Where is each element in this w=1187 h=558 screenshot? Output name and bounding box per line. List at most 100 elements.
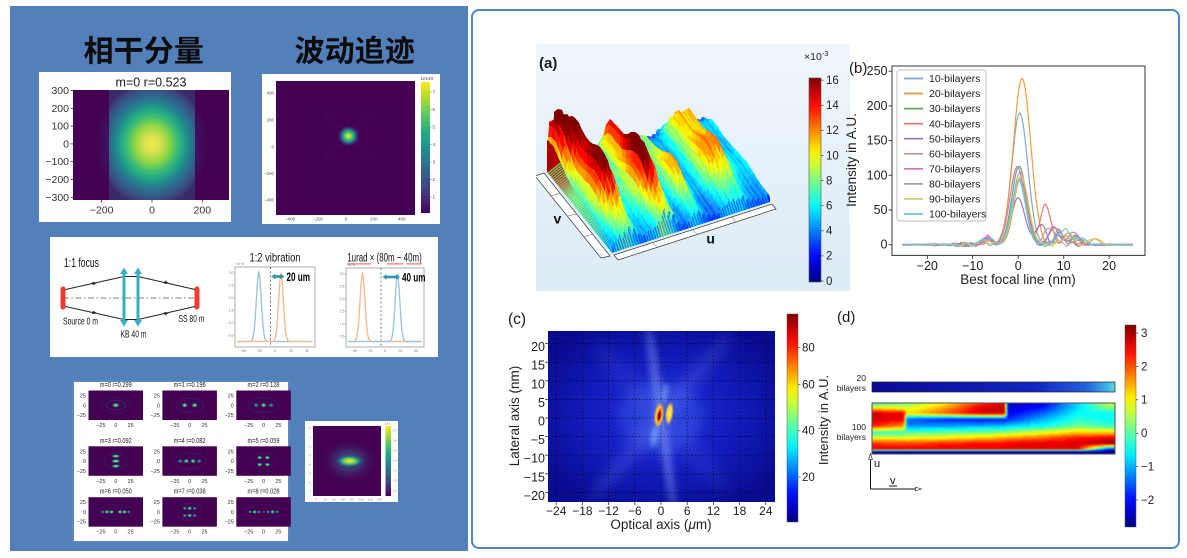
svg-text:100-bilayers: 100-bilayers <box>929 209 986 221</box>
svg-text:-2: -2 <box>308 445 311 449</box>
svg-text:−25: −25 <box>96 479 105 485</box>
svg-text:Lateral axis (nm): Lateral axis (nm) <box>507 366 522 467</box>
svg-text:-5: -5 <box>308 472 311 476</box>
svg-text:15: 15 <box>531 359 545 373</box>
svg-text:140: 140 <box>376 498 381 502</box>
svg-text:−25: −25 <box>224 520 233 526</box>
svg-text:24: 24 <box>759 504 773 518</box>
svg-text:18: 18 <box>733 504 747 518</box>
svg-text:40: 40 <box>414 349 418 353</box>
svg-text:0: 0 <box>231 510 234 516</box>
svg-text:Intensity in A.U.: Intensity in A.U. <box>816 375 831 465</box>
svg-text:-4: -4 <box>308 463 311 467</box>
svg-text:80: 80 <box>350 498 354 502</box>
svg-text:0: 0 <box>262 423 265 429</box>
svg-text:2.0: 2.0 <box>340 297 345 301</box>
svg-text:5: 5 <box>433 125 436 130</box>
svg-text:0: 0 <box>538 415 545 429</box>
svg-text:−20: −20 <box>524 489 545 503</box>
svg-text:10: 10 <box>826 150 839 162</box>
svg-text:25: 25 <box>275 423 281 429</box>
svg-text:25: 25 <box>275 479 281 485</box>
svg-text:−300: −300 <box>45 192 69 204</box>
svg-text:25: 25 <box>201 423 207 429</box>
svg-text:0: 0 <box>231 459 234 465</box>
svg-text:−200: −200 <box>313 217 324 222</box>
svg-text:0: 0 <box>157 510 160 516</box>
svg-text:10: 10 <box>1057 259 1071 273</box>
svg-text:0: 0 <box>345 217 348 222</box>
svg-text:1e140: 1e140 <box>421 76 434 81</box>
svg-text:−20: −20 <box>367 349 373 353</box>
svg-text:1.0: 1.0 <box>340 322 345 326</box>
svg-text:25: 25 <box>80 449 86 455</box>
svg-text:200: 200 <box>51 103 69 115</box>
svg-text:25: 25 <box>128 423 134 429</box>
svg-text:−20: −20 <box>256 349 262 353</box>
svg-text:0.5: 0.5 <box>229 334 234 338</box>
svg-text:0: 0 <box>881 238 888 252</box>
svg-text:3.0: 3.0 <box>229 271 234 275</box>
svg-text:-6: -6 <box>308 481 311 485</box>
svg-text:25: 25 <box>154 394 160 400</box>
svg-text:v: v <box>890 475 896 487</box>
svg-text:m=0 r=0.523: m=0 r=0.523 <box>116 76 187 90</box>
svg-text:−12: −12 <box>598 504 619 518</box>
svg-text:m=4 r=0.082: m=4 r=0.082 <box>174 438 206 445</box>
svg-text:−25: −25 <box>224 413 233 419</box>
svg-text:−1: −1 <box>1141 461 1154 473</box>
svg-text:0.4: 0.4 <box>393 459 398 463</box>
svg-text:Intensity in A.U.: Intensity in A.U. <box>844 113 859 207</box>
svg-text:60: 60 <box>341 498 345 502</box>
svg-text:1.5: 1.5 <box>229 309 234 313</box>
svg-text:−200: −200 <box>90 205 114 217</box>
svg-text:400: 400 <box>266 91 274 96</box>
svg-text:−25: −25 <box>244 423 253 429</box>
svg-text:-1: -1 <box>308 436 311 440</box>
svg-text:−25: −25 <box>77 469 86 475</box>
svg-text:2.0: 2.0 <box>229 296 234 300</box>
svg-text:20: 20 <box>802 472 815 484</box>
svg-text:90-bilayers: 90-bilayers <box>929 194 980 206</box>
svg-text:1e1: 1e1 <box>385 422 390 426</box>
svg-text:−10: −10 <box>962 259 983 273</box>
svg-text:2: 2 <box>433 177 436 182</box>
svg-text:m=3 r=0.092: m=3 r=0.092 <box>100 438 132 445</box>
svg-text:80: 80 <box>802 342 815 354</box>
svg-text:0: 0 <box>384 349 386 353</box>
svg-text:−200: −200 <box>264 171 275 176</box>
svg-text:0: 0 <box>149 205 155 217</box>
svg-text:25: 25 <box>128 479 134 485</box>
svg-text:0: 0 <box>262 530 265 536</box>
svg-text:0: 0 <box>83 459 86 465</box>
svg-text:u: u <box>874 458 880 470</box>
svg-text:6: 6 <box>826 201 832 213</box>
svg-text:0: 0 <box>262 479 265 485</box>
svg-text:20-bilayers: 20-bilayers <box>929 88 980 100</box>
svg-text:−25: −25 <box>224 469 233 475</box>
svg-text:10: 10 <box>531 377 545 391</box>
svg-text:400: 400 <box>398 217 406 222</box>
svg-text:40: 40 <box>332 498 336 502</box>
svg-text:0: 0 <box>315 498 317 502</box>
svg-text:−25: −25 <box>244 530 253 536</box>
svg-text:−25: −25 <box>77 413 86 419</box>
svg-text:10-bilayers: 10-bilayers <box>929 73 980 85</box>
svg-text:m=5 r=0.059: m=5 r=0.059 <box>248 438 280 445</box>
svg-text:0: 0 <box>157 403 160 409</box>
svg-text:25: 25 <box>228 394 234 400</box>
svg-text:20: 20 <box>289 349 293 353</box>
svg-text:−20: −20 <box>917 259 938 273</box>
svg-text:40-bilayers: 40-bilayers <box>929 118 980 130</box>
svg-text:3: 3 <box>433 160 436 165</box>
svg-text:−25: −25 <box>170 423 179 429</box>
svg-text:100: 100 <box>358 498 363 502</box>
svg-text:25: 25 <box>201 479 207 485</box>
svg-text:−25: −25 <box>151 520 160 526</box>
svg-text:−25: −25 <box>96 423 105 429</box>
svg-text:200: 200 <box>867 99 888 113</box>
svg-text:20: 20 <box>323 498 327 502</box>
svg-text:0: 0 <box>188 530 191 536</box>
svg-text:0: 0 <box>114 479 117 485</box>
svg-text:1e−6: 1e−6 <box>236 262 244 266</box>
